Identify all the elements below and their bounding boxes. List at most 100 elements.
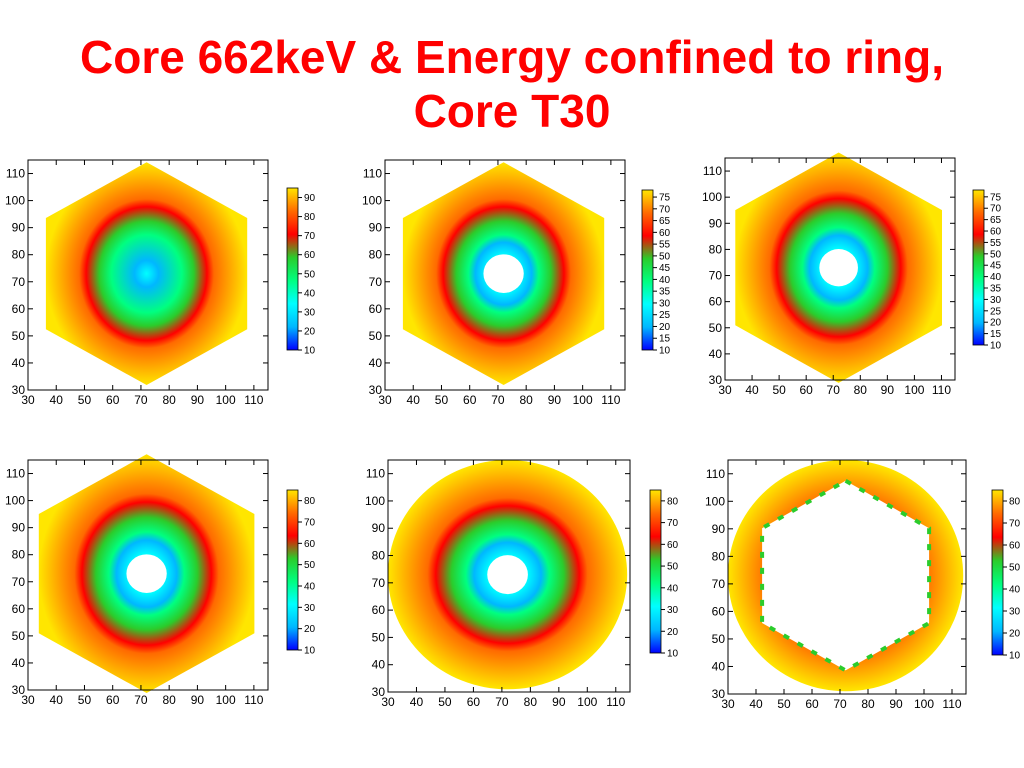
colorbar-label: 65 — [659, 216, 671, 227]
plot-frame — [384, 159, 626, 391]
heatmap-area — [45, 162, 248, 385]
x-tick-label: 70 — [495, 695, 509, 709]
y-tick-label: 70 — [709, 269, 723, 283]
y-tick-label: 50 — [712, 632, 726, 646]
x-tick-label: 100 — [904, 383, 924, 397]
title-line-2: Core T30 — [413, 85, 611, 137]
colorbar-label: 70 — [1009, 519, 1021, 530]
x-tick-label: 80 — [861, 697, 875, 711]
plot-frame — [724, 157, 956, 381]
colorbar — [972, 189, 985, 346]
x-tick-label: 60 — [463, 393, 477, 407]
colorbar-label: 70 — [667, 518, 679, 529]
x-tick-label: 50 — [78, 393, 92, 407]
heatmap-image — [402, 162, 605, 385]
colorbar-label: 60 — [1009, 541, 1021, 552]
colorbar — [286, 187, 299, 351]
x-tick-label: 60 — [805, 697, 819, 711]
x-tick-label: 70 — [134, 393, 148, 407]
colorbar-label: 40 — [304, 288, 316, 299]
colorbar-label: 50 — [659, 251, 671, 262]
center-hole — [819, 249, 858, 287]
x-tick-label: 60 — [106, 393, 120, 407]
x-tick-label: 110 — [244, 393, 263, 407]
y-tick-label: 90 — [369, 221, 383, 235]
center-hole — [483, 254, 524, 293]
x-tick-label: 90 — [191, 693, 205, 707]
colorbar-label: 60 — [304, 539, 316, 550]
colorbar-label: 35 — [659, 287, 671, 298]
x-tick-label: 110 — [601, 393, 620, 407]
y-tick-label: 40 — [12, 356, 26, 370]
y-tick-label: 30 — [12, 683, 26, 697]
y-tick-label: 30 — [12, 383, 26, 397]
y-tick-label: 70 — [12, 275, 26, 289]
y-tick-label: 110 — [703, 164, 722, 178]
x-tick-label: 70 — [833, 697, 847, 711]
colorbar-label: 10 — [1009, 651, 1021, 662]
x-tick-label: 50 — [772, 383, 786, 397]
x-tick-label: 80 — [162, 693, 176, 707]
colorbar-label: 70 — [659, 204, 671, 215]
colorbar-label: 25 — [659, 310, 671, 321]
colorbar — [286, 489, 299, 651]
colorbar-label: 70 — [304, 231, 316, 242]
center-hole — [825, 555, 866, 596]
x-tick-label: 80 — [162, 393, 176, 407]
y-tick-label: 50 — [12, 629, 26, 643]
colorbar-label: 45 — [990, 261, 1002, 272]
plot-frame — [387, 459, 631, 693]
y-tick-label: 60 — [372, 603, 386, 617]
heatmap-image — [735, 152, 942, 383]
x-tick-label: 30 — [718, 383, 732, 397]
colorbar-label: 35 — [990, 284, 1002, 295]
page-title: Core 662keV & Energy confined to ring, C… — [0, 30, 1024, 138]
colorbar-label: 50 — [1009, 563, 1021, 574]
colorbar-label: 45 — [659, 263, 671, 274]
y-tick-label: 100 — [5, 494, 25, 508]
core-edge — [760, 478, 932, 673]
x-tick-label: 70 — [134, 693, 148, 707]
colorbar-label: 10 — [667, 649, 679, 660]
x-tick-label: 30 — [721, 697, 735, 711]
y-tick-label: 50 — [709, 321, 723, 335]
heatmap-panel-1: 30 40 50 60 70 80 90 100 110 30 40 50 60 70 80 90 100 110… — [0, 150, 330, 412]
y-tick-label: 30 — [712, 687, 726, 701]
colorbar-label: 80 — [1009, 497, 1021, 508]
heatmap-image — [45, 162, 248, 385]
x-tick-label: 100 — [216, 693, 236, 707]
heatmap-panel-2: 30 40 50 60 70 80 90 100 110 30 40 50 60 70 80 90 100 110… — [355, 150, 685, 412]
y-tick-label: 40 — [12, 656, 26, 670]
colorbar-label: 80 — [667, 496, 679, 507]
y-tick-label: 70 — [372, 576, 386, 590]
x-tick-label: 70 — [827, 383, 841, 397]
colorbar-label: 75 — [659, 193, 671, 204]
y-tick-label: 50 — [372, 630, 386, 644]
y-tick-label: 80 — [712, 549, 726, 563]
heatmap-image — [388, 460, 628, 690]
colorbar-label: 55 — [990, 238, 1002, 249]
y-tick-label: 100 — [702, 190, 722, 204]
colorbar-label: 60 — [667, 540, 679, 551]
colorbar-label: 20 — [304, 624, 316, 635]
colorbar-label: 10 — [659, 346, 671, 357]
colorbar-label: 15 — [990, 329, 1002, 340]
y-tick-label: 60 — [12, 602, 26, 616]
x-tick-label: 40 — [745, 383, 759, 397]
heatmap-panel-4: 30 40 50 60 70 80 90 100 110 30 40 50 60 70 80 90 100 110… — [0, 450, 330, 712]
y-tick-label: 30 — [709, 373, 723, 387]
y-tick-label: 70 — [712, 577, 726, 591]
colorbar-label: 25 — [990, 306, 1002, 317]
x-tick-label: 30 — [21, 693, 35, 707]
heatmap-image — [728, 460, 964, 692]
colorbar-label: 10 — [304, 346, 316, 357]
x-tick-label: 100 — [577, 695, 597, 709]
x-tick-label: 60 — [799, 383, 813, 397]
x-tick-label: 80 — [519, 393, 533, 407]
y-tick-label: 40 — [369, 356, 383, 370]
y-tick-label: 100 — [365, 494, 385, 508]
x-tick-label: 90 — [191, 393, 205, 407]
y-tick-label: 90 — [709, 216, 723, 230]
x-tick-label: 50 — [78, 693, 92, 707]
title-line-1: Core 662keV & Energy confined to ring, — [80, 31, 944, 83]
